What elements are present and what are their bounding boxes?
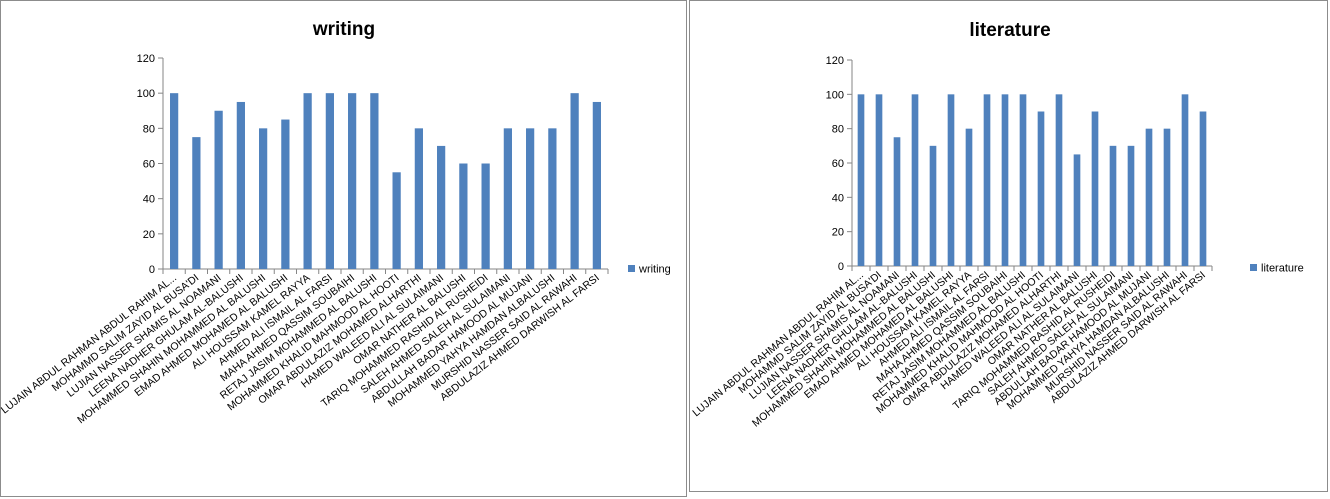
bar <box>983 94 991 266</box>
y-tick-label: 0 <box>838 261 844 273</box>
bar <box>526 128 535 269</box>
bar <box>192 137 201 269</box>
literature-chart-panel: literature 0 20 40 60 80 100 120 LUJAIN ABDUL RA… <box>689 0 1328 492</box>
bar <box>414 128 423 269</box>
bar <box>1037 111 1045 266</box>
bar <box>875 94 883 266</box>
bar <box>503 128 512 269</box>
bar <box>214 110 223 269</box>
bar <box>893 137 901 266</box>
bar <box>1109 145 1117 266</box>
y-tick-label: 100 <box>137 88 155 100</box>
bar <box>1163 128 1171 266</box>
bar <box>1019 94 1027 266</box>
bar <box>1001 94 1009 266</box>
y-tick-label: 80 <box>832 124 844 136</box>
y-tick-label: 0 <box>149 264 155 276</box>
bar <box>170 93 179 270</box>
bar <box>570 93 579 270</box>
bar <box>370 93 379 270</box>
legend-label: literature <box>1261 263 1304 275</box>
bar <box>911 94 919 266</box>
bar <box>392 172 401 269</box>
y-tick-label: 80 <box>143 123 155 135</box>
writing-chart-panel: writing 0 20 40 60 80 100 120 LUJAIN ABDUL RAHMA… <box>0 0 687 497</box>
bar <box>348 93 357 270</box>
bar <box>259 128 268 269</box>
bar <box>1181 94 1189 266</box>
y-tick-label: 120 <box>826 55 844 67</box>
y-tick-label: 40 <box>832 192 844 204</box>
bar <box>592 101 601 269</box>
legend-label: writing <box>638 264 671 276</box>
bar <box>303 93 312 270</box>
y-tick-label: 100 <box>826 89 844 101</box>
y-tick-label: 20 <box>832 227 844 239</box>
bar <box>1145 128 1153 266</box>
bar <box>1055 94 1063 266</box>
bar <box>1091 111 1099 266</box>
bar <box>947 94 955 266</box>
bar <box>857 94 865 266</box>
bar <box>929 145 937 266</box>
legend-swatch <box>628 265 635 272</box>
bar <box>1199 111 1207 266</box>
bar <box>325 93 334 270</box>
y-tick-label: 60 <box>832 158 844 170</box>
bar <box>548 128 557 269</box>
legend-swatch <box>1250 264 1257 271</box>
y-tick-label: 120 <box>137 53 155 65</box>
bar <box>481 163 490 269</box>
bar <box>437 145 446 269</box>
bar <box>459 163 468 269</box>
bar <box>1127 145 1135 266</box>
bar <box>281 119 290 270</box>
y-tick-label: 60 <box>143 159 155 171</box>
bar <box>1073 154 1081 266</box>
chart-title: literature <box>969 20 1050 41</box>
y-tick-label: 20 <box>143 229 155 241</box>
bar <box>965 128 973 266</box>
chart-title: writing <box>312 19 375 40</box>
y-tick-label: 40 <box>143 194 155 206</box>
bar <box>236 101 245 269</box>
